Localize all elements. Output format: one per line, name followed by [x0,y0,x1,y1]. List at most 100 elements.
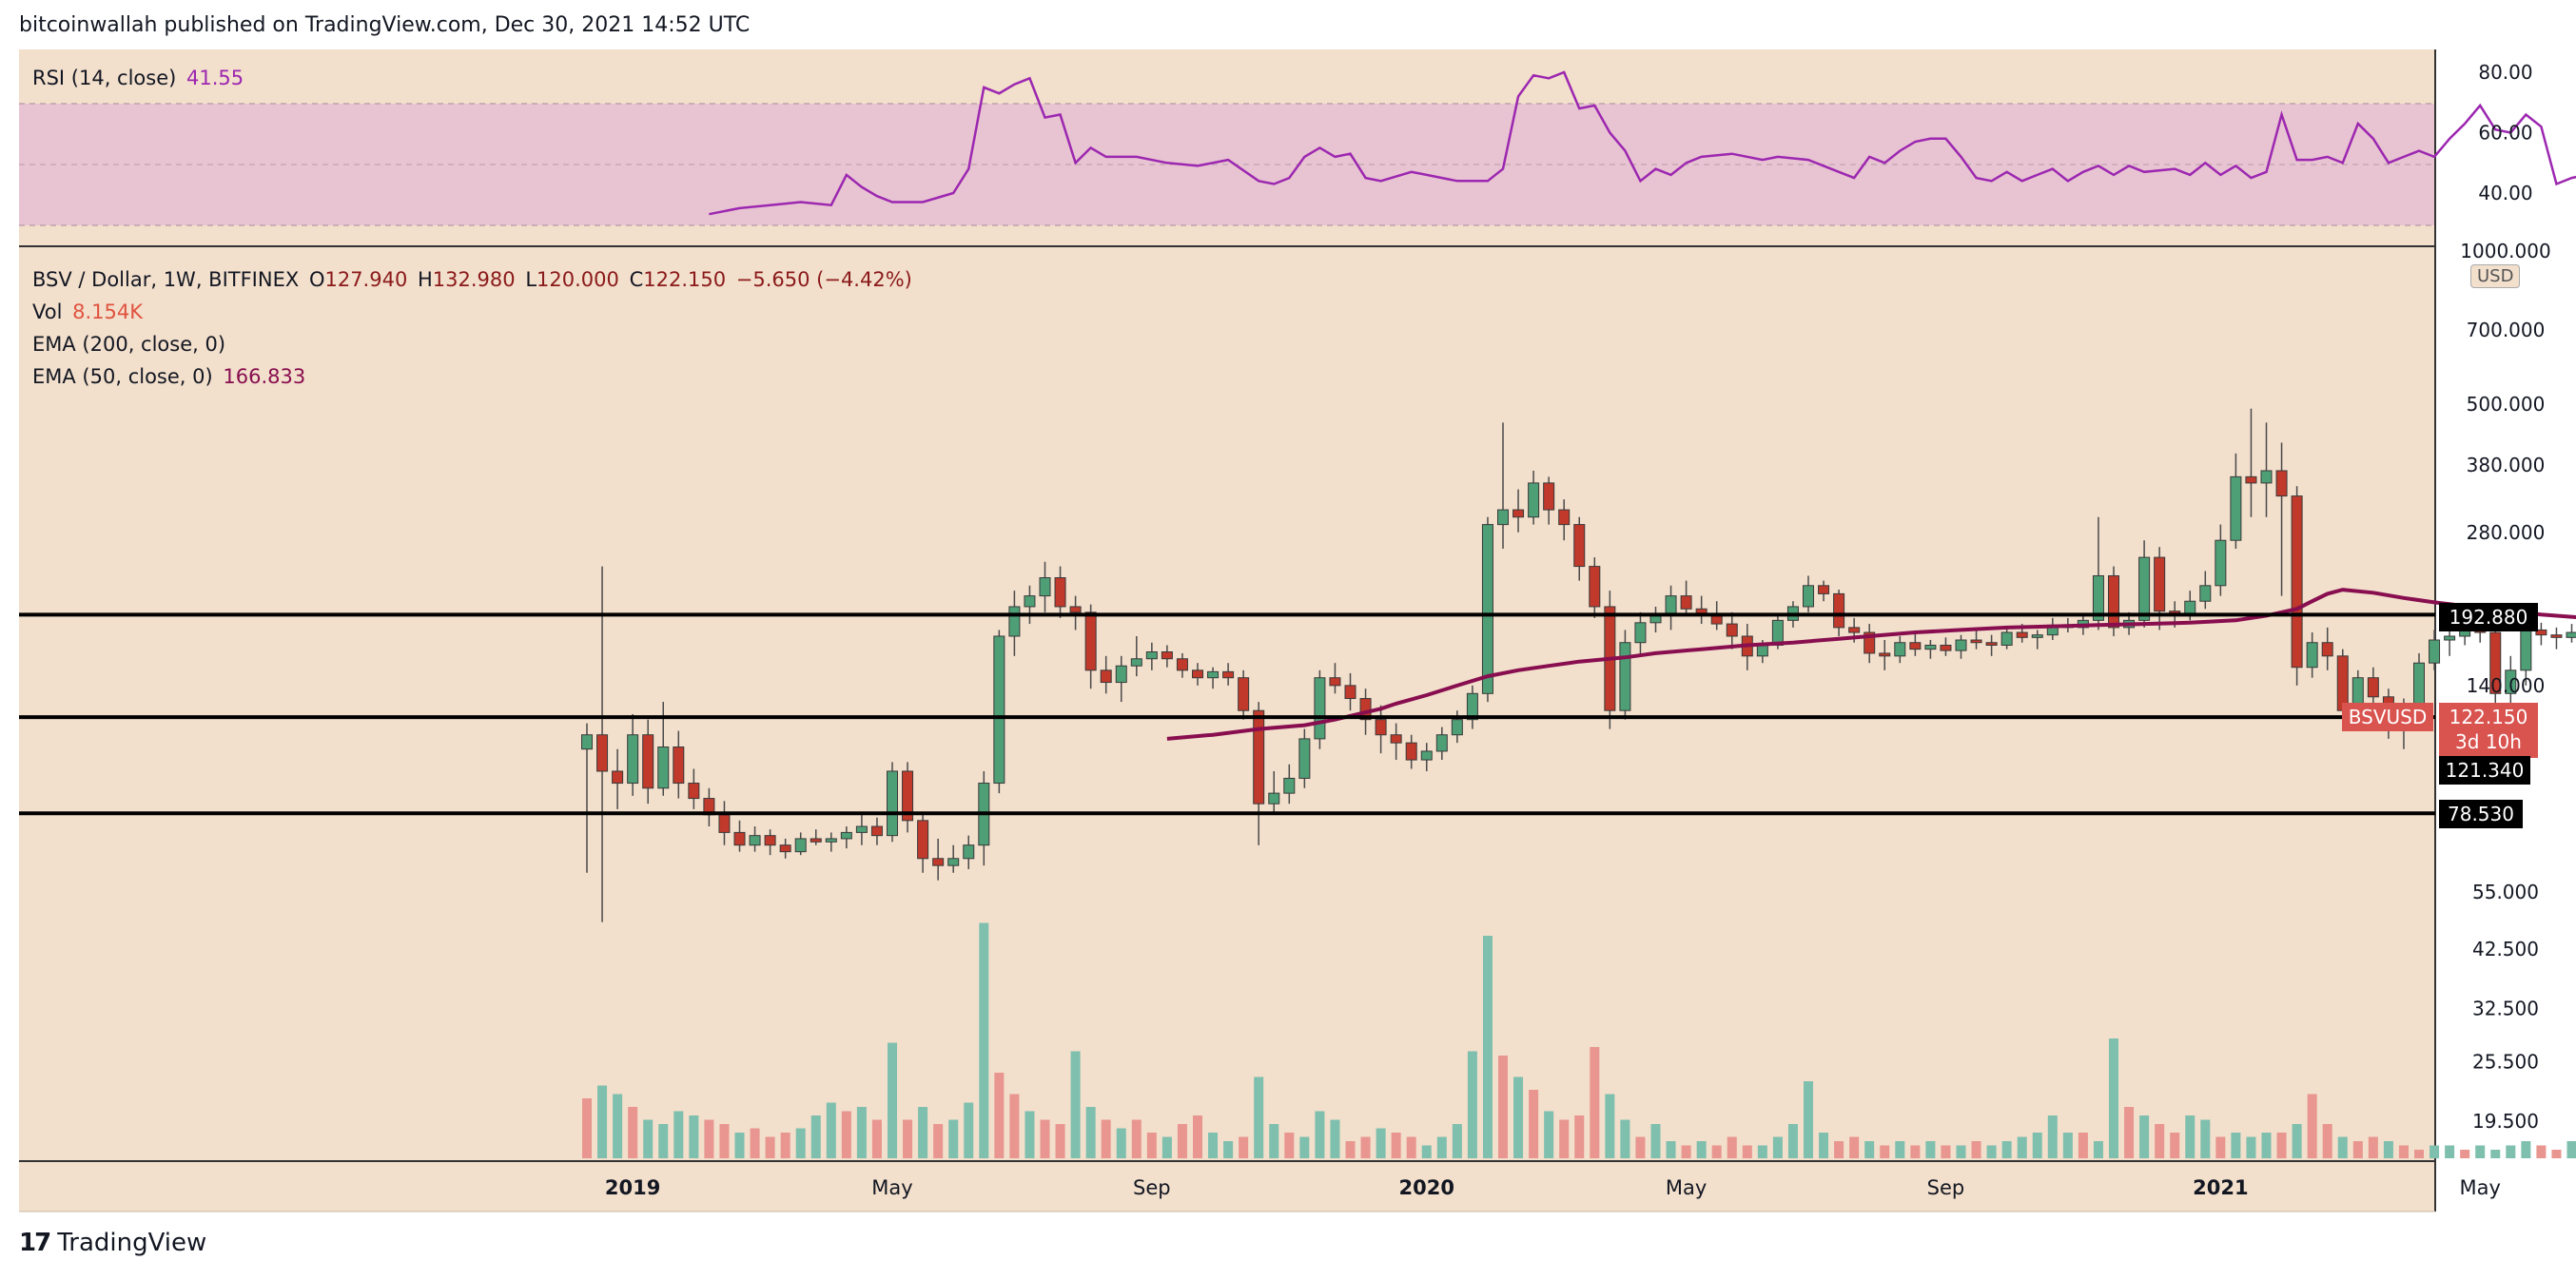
candle [2291,486,2303,686]
candle [779,838,791,859]
candle [1329,663,1341,694]
candle [1528,470,1540,525]
price-axis-tick: 280.000 [2467,521,2546,544]
candle-body [1238,677,1250,711]
candle-body [1130,658,1142,667]
candle-body [1329,677,1341,687]
volume-bar [1666,1141,1676,1158]
volume-bar [1772,1136,1783,1158]
candle-body [825,838,837,843]
low-label: L [525,268,537,291]
candle [1879,640,1891,670]
volume-bar [994,1073,1005,1158]
chart-canvas[interactable]: 80.00 60.00 40.00 1000.000 700.000 500.000 38… [0,0,2576,1236]
candle [1024,585,1036,625]
volume-bar [734,1133,745,1158]
candle-body [1024,595,1036,608]
volume-bar [643,1119,654,1158]
candle [733,820,746,852]
volume-bar [1529,1090,1539,1158]
candle [1680,580,1692,616]
candle [932,838,945,881]
ema50-label: EMA (50, close, 0) [32,365,213,388]
volume-bar [1498,1056,1508,1158]
volume-bar [1040,1119,1050,1158]
candle [612,748,624,809]
candle-body [2520,629,2532,671]
high-value: 132.980 [432,268,516,291]
time-axis-pane[interactable] [19,1162,2435,1212]
price-pane[interactable] [19,247,2435,1162]
volume-bar [1055,1124,1065,1158]
horizontal-levels [19,612,2435,816]
ema200-legend[interactable]: EMA (200, close, 0) [32,333,229,356]
candle-body [1481,524,1493,694]
candle [1344,672,1356,711]
ema50-legend[interactable]: EMA (50, close, 0) 166.833 [32,365,309,388]
price-axis-tick: 500.000 [2467,393,2546,416]
volume-bar [1391,1133,1401,1158]
bar-countdown: 3d 10h [2455,730,2522,753]
candle [2505,655,2517,711]
volume-bar [2093,1141,2103,1158]
tradingview-brand[interactable]: 𝟭𝟳 TradingView [19,1229,206,1257]
candle-body [1970,639,1982,644]
candle-body [1344,685,1356,700]
volume-bar [1345,1141,1356,1158]
candle-body [1818,585,1830,594]
candle-body [1756,644,1768,657]
candle-body [1466,692,1478,721]
candle-body [947,858,960,866]
candle-body [1848,627,1861,633]
candle [1253,702,1265,845]
candle [1222,663,1235,686]
ema50-value: 166.833 [223,365,306,388]
candle [2275,442,2288,596]
volume-bar [964,1102,974,1158]
volume-bar [597,1085,608,1158]
volume-bar [1406,1136,1416,1158]
volume-bar [1131,1119,1142,1158]
volume-bar [689,1115,699,1158]
volume-bar [1360,1136,1371,1158]
candle-body [2321,642,2333,657]
volume-bar [2430,1145,2440,1158]
volume-bar [2398,1145,2409,1158]
volume-bar [1925,1141,1936,1158]
volume-bar [2109,1038,2118,1158]
volume-bar [1635,1136,1646,1158]
volume-bar [1376,1128,1386,1158]
candle [2245,408,2257,517]
volume-bar [1223,1141,1234,1158]
candle [963,835,975,869]
volume-bar [1269,1124,1279,1158]
candle-body [1359,698,1372,721]
candle-body [1039,577,1051,597]
candle-body [1833,592,1845,629]
volume-legend[interactable]: Vol 8.154K [32,301,146,323]
candle-body [1375,719,1387,736]
price-legend[interactable]: BSV / Dollar, 1W, BITFINEX O127.940 H132… [32,268,916,291]
candle-body [2245,475,2257,484]
price-axis-ticks: 1000.000 700.000 500.000 380.000 280.000 140.… [2460,240,2550,1133]
volume-bar [1681,1145,1691,1158]
candle [749,826,761,852]
volume-bar [2017,1136,2027,1158]
volume-bar [2460,1150,2470,1158]
candle-body [1451,719,1463,736]
volume-bar [2032,1133,2042,1158]
candle-body [840,831,852,840]
volume-bar [856,1107,867,1158]
rsi-axis-tick: 80.00 [2478,61,2532,84]
currency-badge[interactable]: USD [2470,264,2521,288]
candle-body [1054,577,1066,608]
high-label: H [418,268,433,291]
candle [1008,591,1021,656]
candle-body [1558,509,1571,526]
candle-body [963,844,975,860]
rsi-line [709,70,2576,216]
candle [1100,655,1112,694]
rsi-legend[interactable]: RSI (14, close) 41.55 [32,67,247,89]
volume-bar [2200,1119,2211,1158]
volume-bar [1956,1145,1966,1158]
